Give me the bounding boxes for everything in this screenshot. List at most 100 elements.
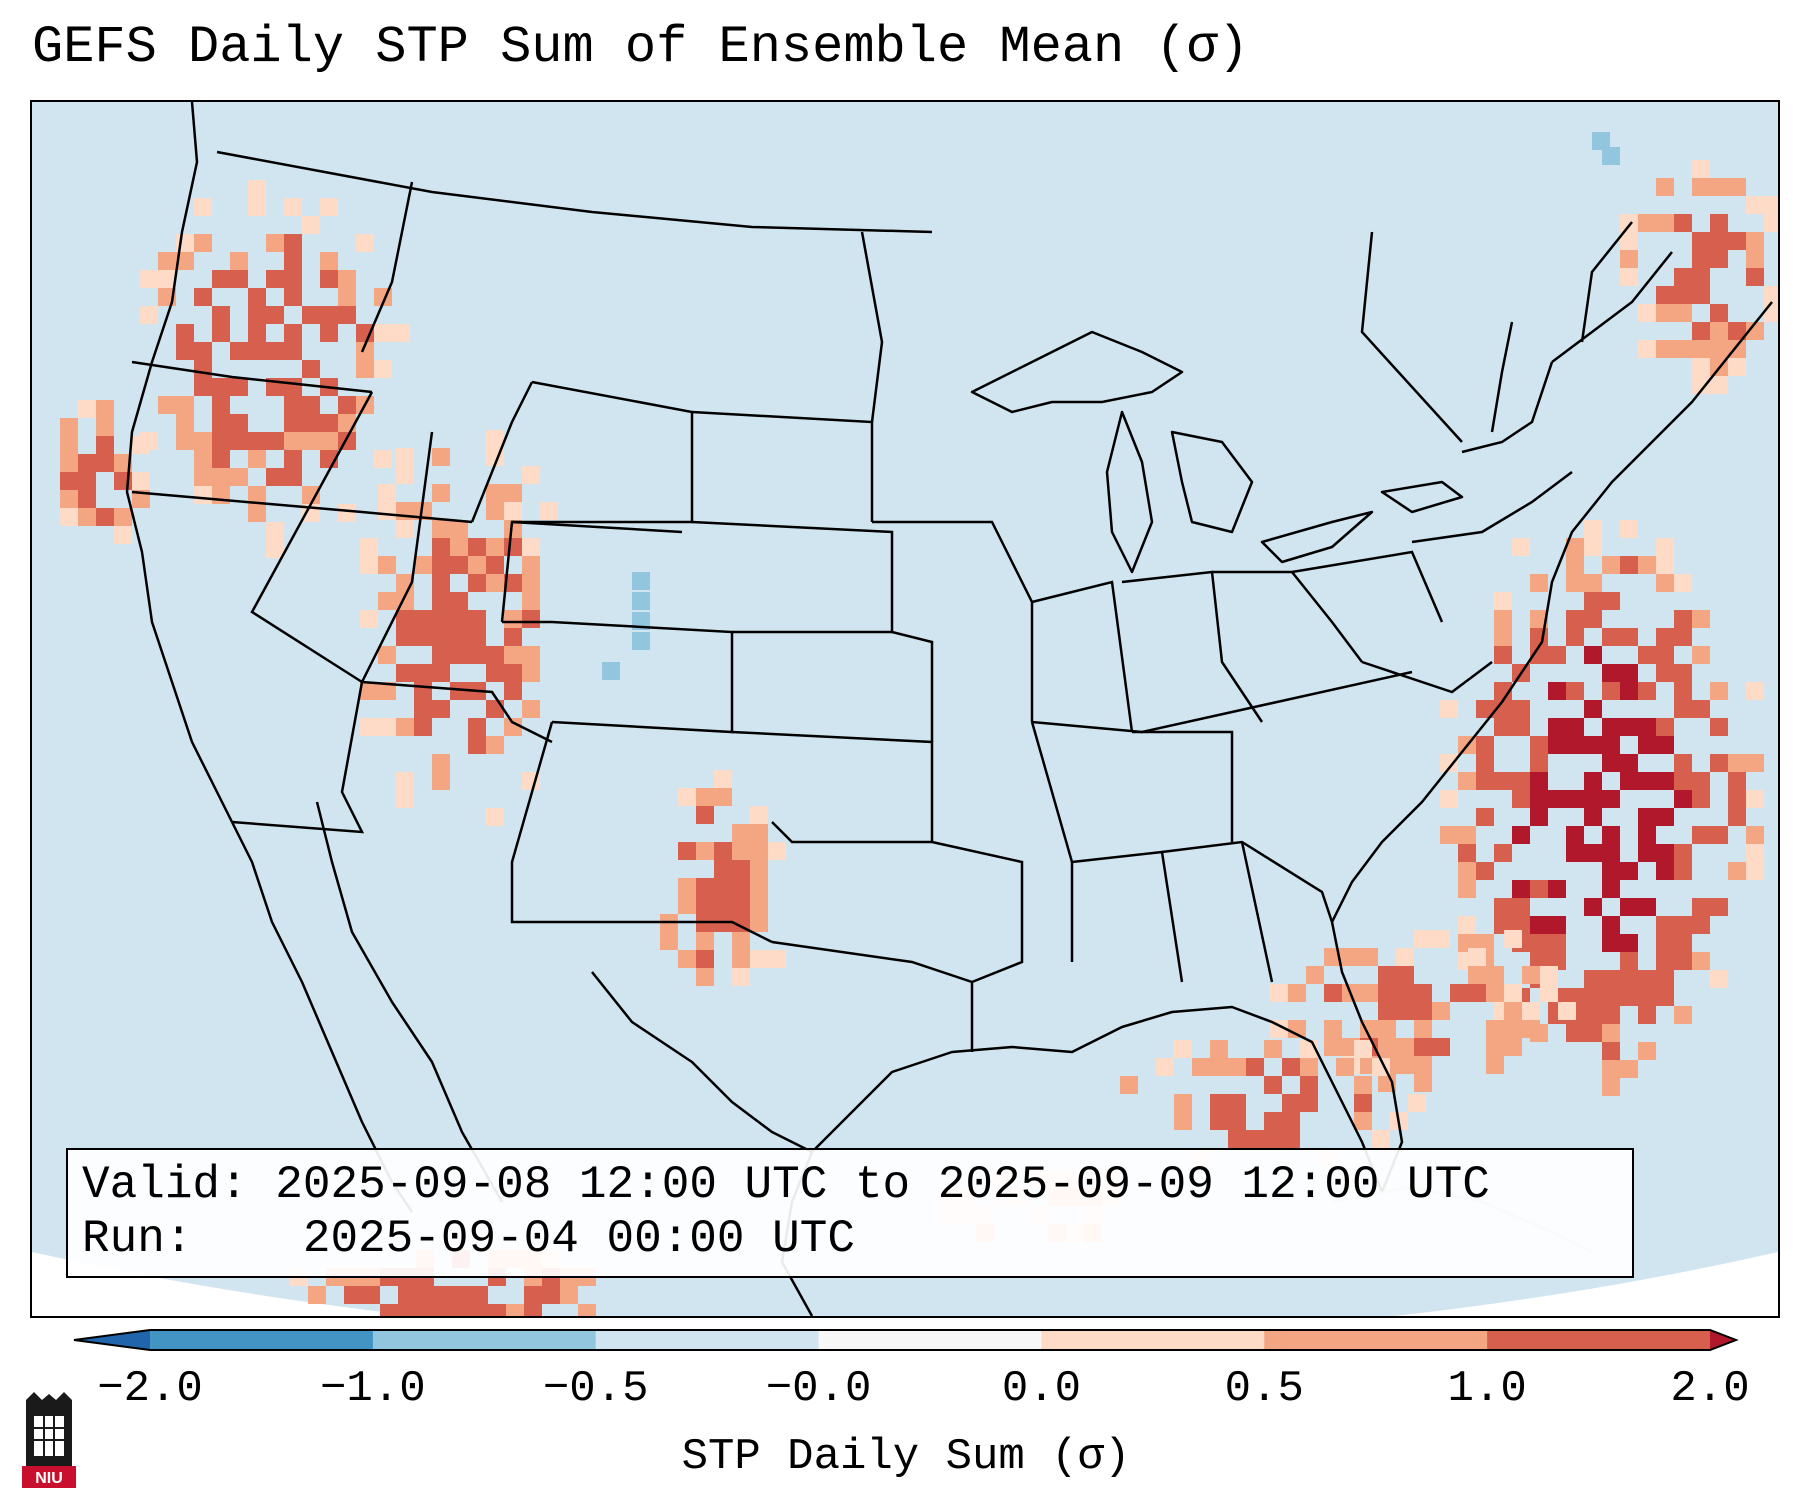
stp-cell (1602, 880, 1620, 898)
stp-cell (1360, 984, 1378, 1002)
stp-cell (1174, 1094, 1192, 1112)
stp-cell (1440, 826, 1458, 844)
stp-cell (1656, 844, 1674, 862)
stp-cell (524, 1286, 542, 1304)
stp-cell (750, 950, 768, 968)
stp-cell (396, 718, 414, 736)
stp-cell (1210, 1094, 1228, 1112)
stp-cell (60, 436, 78, 454)
stp-cell (378, 592, 396, 610)
stp-cell (1656, 718, 1674, 736)
stp-cell (1638, 988, 1656, 1006)
stp-cell (678, 896, 696, 914)
stp-cell (1396, 1002, 1414, 1020)
stp-cell (1656, 934, 1674, 952)
stp-cell (60, 418, 78, 436)
stp-cell (1530, 736, 1548, 754)
map-outside-projection (32, 1252, 1778, 1316)
stp-cell (1494, 916, 1512, 934)
stp-cell (248, 306, 266, 324)
stp-cell (194, 360, 212, 378)
stp-cell (522, 556, 540, 574)
stp-cell (1468, 966, 1486, 984)
stp-cell (524, 1304, 542, 1316)
stp-cell (1512, 790, 1530, 808)
colorbar-segment (595, 1330, 820, 1350)
map-panel[interactable] (30, 100, 1780, 1318)
stp-cell (1656, 772, 1674, 790)
stp-cell (398, 1304, 416, 1316)
colorbar-tick-label: 2.0 (1670, 1364, 1750, 1414)
stp-cell (1602, 736, 1620, 754)
stp-cell (378, 646, 396, 664)
stp-cell (504, 538, 522, 556)
stp-cell (60, 472, 78, 490)
stp-cell (1746, 826, 1764, 844)
stp-cell (248, 198, 266, 216)
stp-cell (522, 574, 540, 592)
stp-cell (302, 396, 320, 414)
stp-cell (392, 324, 410, 342)
stp-cell (302, 306, 320, 324)
stp-cell (468, 646, 486, 664)
stp-cell (504, 646, 522, 664)
stp-cell (1354, 1076, 1372, 1094)
stp-cell (230, 378, 248, 396)
stp-cell (1354, 1040, 1372, 1058)
stp-cell (432, 448, 450, 466)
stp-cell (230, 432, 248, 450)
stp-cell (1396, 966, 1414, 984)
stp-cell (1530, 646, 1548, 664)
stp-cell (470, 1304, 488, 1316)
stp-cell (468, 736, 486, 754)
stp-cell (1120, 1076, 1138, 1094)
stp-cell (1584, 808, 1602, 826)
stp-cell (284, 288, 302, 306)
stp-cell (450, 592, 468, 610)
stp-cell (470, 1286, 488, 1304)
stp-cell (1584, 700, 1602, 718)
stp-cell (1174, 1040, 1192, 1058)
stp-cell (1300, 1094, 1318, 1112)
stp-cell (432, 538, 450, 556)
stp-cell (1324, 984, 1342, 1002)
stp-cell (60, 490, 78, 508)
stp-cell (1584, 844, 1602, 862)
stp-cell (414, 664, 432, 682)
stp-cell (504, 484, 522, 502)
colorbar-label: STP Daily Sum (σ) (681, 1432, 1131, 1482)
stp-cell (356, 360, 374, 378)
stp-cell (1656, 916, 1674, 934)
stp-cell (1584, 646, 1602, 664)
stp-cell (750, 914, 768, 932)
stp-cell (1656, 970, 1674, 988)
stp-cell (432, 700, 450, 718)
stp-cell (1656, 214, 1674, 232)
stp-cell (1486, 966, 1504, 984)
stp-cell (1692, 790, 1710, 808)
stp-cell (1638, 556, 1656, 574)
stp-cell (1692, 232, 1710, 250)
stp-cell (1566, 574, 1584, 592)
stp-cell (1620, 556, 1638, 574)
stp-cell (1710, 340, 1728, 358)
stp-cell (1602, 556, 1620, 574)
stp-cell (176, 342, 194, 360)
stp-cell (284, 468, 302, 486)
stp-cell (1692, 358, 1710, 376)
stp-cell (522, 610, 540, 628)
stp-cell (1710, 214, 1728, 232)
stp-cell (194, 486, 212, 504)
stp-cell (1656, 862, 1674, 880)
stp-cell (1620, 250, 1638, 268)
west-coast (125, 102, 234, 823)
stp-cell (1228, 1058, 1246, 1076)
stp-cell (1674, 916, 1692, 934)
stp-cell (522, 700, 540, 718)
stp-cell (1620, 232, 1638, 250)
stp-cell (1530, 754, 1548, 772)
stp-cell (1282, 1094, 1300, 1112)
stp-cell (1692, 340, 1710, 358)
stp-cell (378, 556, 396, 574)
stp-cell (1540, 984, 1558, 1002)
